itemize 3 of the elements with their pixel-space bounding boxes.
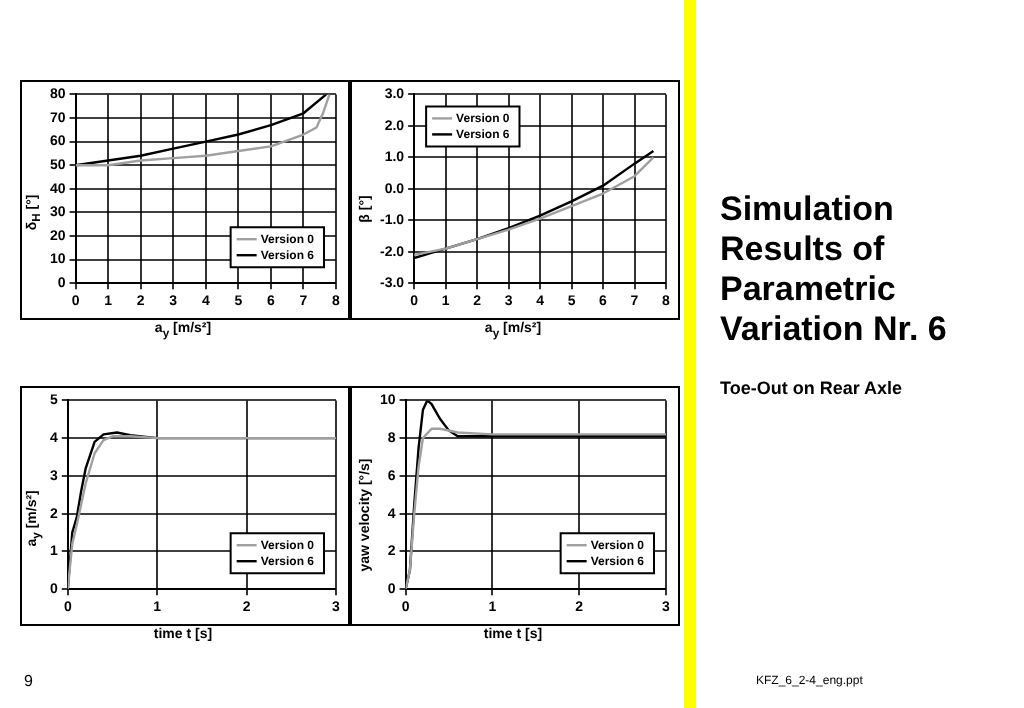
text: 9: [24, 672, 33, 690]
text: Simulation Results of Parametric Variation Nr. 6: [720, 190, 949, 350]
text: Toe-Out on Rear Axle: [720, 378, 905, 398]
